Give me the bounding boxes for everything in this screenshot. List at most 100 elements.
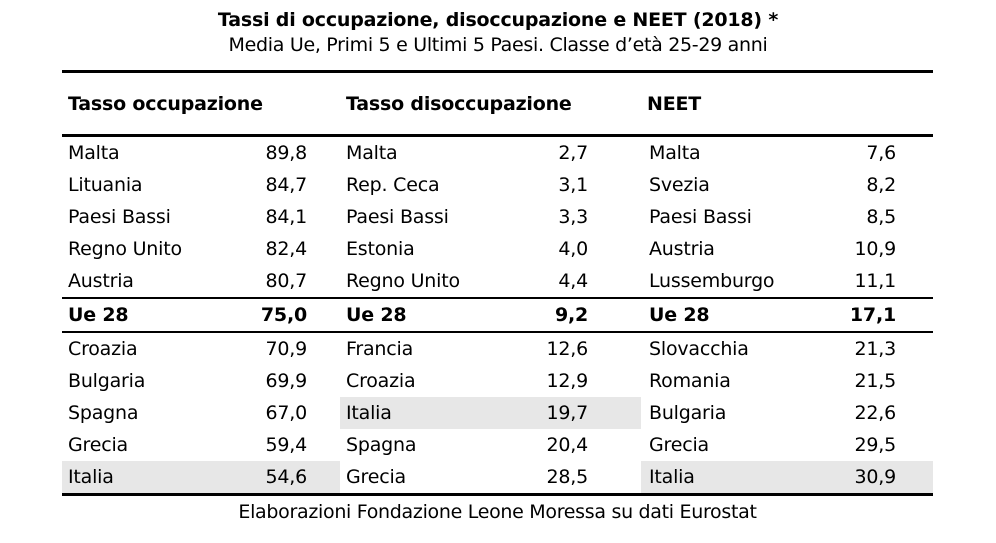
table-row-cell: Italia 19,7 — [340, 397, 641, 429]
value-label: 8,2 — [866, 174, 896, 196]
table-row-cell: Croazia 70,9 — [62, 333, 340, 365]
country-label: Lussemburgo — [649, 270, 775, 292]
value-label: 29,5 — [854, 434, 896, 456]
value-label: 75,0 — [260, 304, 307, 326]
country-label: Malta — [68, 142, 120, 164]
page-subtitle: Media Ue, Primi 5 e Ultimi 5 Paesi. Clas… — [228, 34, 768, 56]
value-label: 59,4 — [265, 434, 307, 456]
country-label: Malta — [346, 142, 398, 164]
table-row-cell: Lituania 84,7 — [62, 169, 340, 201]
country-label: Bulgaria — [68, 370, 146, 392]
table-row-cell: Svezia 8,2 — [641, 169, 933, 201]
table-row-cell: Malta 2,7 — [340, 137, 641, 169]
table-row-cell: Austria 80,7 — [62, 265, 340, 297]
table-row-cell: Grecia 59,4 — [62, 429, 340, 461]
value-label: 69,9 — [265, 370, 307, 392]
value-label: 10,9 — [854, 238, 896, 260]
table-bottom5-block: Croazia 70,9 Francia 12,6 Slovacchia 21,3 Bulg… — [62, 333, 933, 496]
value-label: 80,7 — [265, 270, 307, 292]
value-label: 11,1 — [854, 270, 896, 292]
value-label: 2,7 — [558, 142, 588, 164]
table-row-cell: Ue 28 9,2 — [340, 299, 641, 331]
value-label: 22,6 — [854, 402, 896, 424]
country-label: Regno Unito — [68, 238, 182, 260]
table-row-cell: Grecia 29,5 — [641, 429, 933, 461]
country-label: Paesi Bassi — [68, 206, 171, 228]
table-row-cell: Paesi Bassi 8,5 — [641, 201, 933, 233]
country-label: Croazia — [68, 338, 138, 360]
table-row-cell: Paesi Bassi 3,3 — [340, 201, 641, 233]
country-label: Italia — [68, 466, 114, 488]
table-ue28-row: Ue 28 75,0 Ue 28 9,2 Ue 28 17,1 — [62, 297, 933, 333]
value-label: 21,3 — [854, 338, 896, 360]
table-row-cell: Paesi Bassi 84,1 — [62, 201, 340, 233]
value-label: 89,8 — [265, 142, 307, 164]
value-label: 17,1 — [849, 304, 896, 326]
table-row-cell: Italia 30,9 — [641, 461, 933, 493]
table-row-cell: Estonia 4,0 — [340, 233, 641, 265]
country-label: Austria — [649, 238, 715, 260]
country-label: Paesi Bassi — [649, 206, 752, 228]
value-label: 3,1 — [558, 174, 588, 196]
value-label: 84,7 — [265, 174, 307, 196]
country-label: Grecia — [68, 434, 128, 456]
table-row-cell: Rep. Ceca 3,1 — [340, 169, 641, 201]
table-row-cell: Croazia 12,9 — [340, 365, 641, 397]
country-label: Slovacchia — [649, 338, 749, 360]
table-row-cell: Grecia 28,5 — [340, 461, 641, 493]
table-row-cell: Francia 12,6 — [340, 333, 641, 365]
country-label: Ue 28 — [68, 304, 129, 326]
table-row-cell: Austria 10,9 — [641, 233, 933, 265]
value-label: 12,9 — [546, 370, 588, 392]
value-label: 30,9 — [854, 466, 896, 488]
value-label: 8,5 — [866, 206, 896, 228]
country-label: Ue 28 — [346, 304, 407, 326]
country-label: Lituania — [68, 174, 143, 196]
country-label: Svezia — [649, 174, 710, 196]
value-label: 21,5 — [854, 370, 896, 392]
stats-table: Tasso occupazione Tasso disoccupazione N… — [62, 70, 933, 524]
country-label: Malta — [649, 142, 701, 164]
table-row-cell: Regno Unito 82,4 — [62, 233, 340, 265]
value-label: 20,4 — [546, 434, 588, 456]
value-label: 4,4 — [558, 270, 588, 292]
table-row-cell: Spagna 67,0 — [62, 397, 340, 429]
value-label: 7,6 — [866, 142, 896, 164]
table-row-cell: Regno Unito 4,4 — [340, 265, 641, 297]
table-row-cell: Romania 21,5 — [641, 365, 933, 397]
country-label: Bulgaria — [649, 402, 727, 424]
table-row-cell: Malta 7,6 — [641, 137, 933, 169]
table-top5-block: Malta 89,8 Malta 2,7 Malta 7,6 Lituania 84,7 Rep… — [62, 137, 933, 297]
value-label: 9,2 — [554, 304, 588, 326]
country-label: Austria — [68, 270, 134, 292]
table-row-cell: Italia 54,6 — [62, 461, 340, 493]
country-label: Spagna — [68, 402, 139, 424]
value-label: 3,3 — [558, 206, 588, 228]
table-row-cell: Slovacchia 21,3 — [641, 333, 933, 365]
country-label: Regno Unito — [346, 270, 460, 292]
value-label: 4,0 — [558, 238, 588, 260]
value-label: 19,7 — [546, 402, 588, 424]
country-label: Romania — [649, 370, 731, 392]
value-label: 67,0 — [265, 402, 307, 424]
country-label: Grecia — [346, 466, 406, 488]
country-label: Italia — [649, 466, 695, 488]
column-header-occupazione: Tasso occupazione — [68, 92, 263, 115]
country-label: Ue 28 — [649, 304, 710, 326]
country-label: Estonia — [346, 238, 415, 260]
value-label: 28,5 — [546, 466, 588, 488]
source-note: Elaborazioni Fondazione Leone Moressa su… — [238, 501, 757, 523]
country-label: Rep. Ceca — [346, 174, 440, 196]
table-header-row: Tasso occupazione Tasso disoccupazione N… — [62, 70, 933, 137]
table-row-cell: Ue 28 17,1 — [641, 299, 933, 331]
value-label: 82,4 — [265, 238, 307, 260]
page-title: Tassi di occupazione, disoccupazione e N… — [217, 9, 779, 31]
value-label: 54,6 — [265, 466, 307, 488]
table-row-cell: Lussemburgo 11,1 — [641, 265, 933, 297]
country-label: Spagna — [346, 434, 417, 456]
table-row-cell: Spagna 20,4 — [340, 429, 641, 461]
table-row-cell: Bulgaria 22,6 — [641, 397, 933, 429]
column-header-neet: NEET — [647, 92, 702, 115]
value-label: 70,9 — [265, 338, 307, 360]
country-label: Croazia — [346, 370, 416, 392]
